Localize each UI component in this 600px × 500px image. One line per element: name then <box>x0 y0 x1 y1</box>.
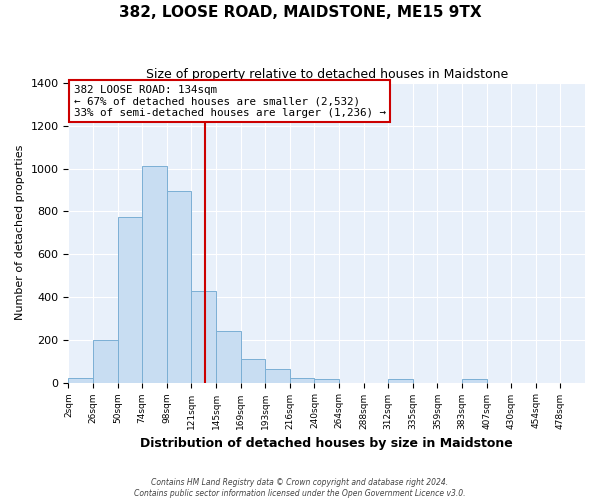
Bar <box>265 368 290 382</box>
Bar <box>167 191 191 382</box>
Bar <box>216 331 241 382</box>
Bar <box>462 378 487 382</box>
Bar <box>191 290 216 382</box>
Y-axis label: Number of detached properties: Number of detached properties <box>15 145 25 320</box>
Bar <box>118 217 142 382</box>
Bar <box>241 359 265 382</box>
Text: Contains HM Land Registry data © Crown copyright and database right 2024.
Contai: Contains HM Land Registry data © Crown c… <box>134 478 466 498</box>
Bar <box>314 380 339 382</box>
Bar <box>290 378 314 382</box>
Text: 382 LOOSE ROAD: 134sqm
← 67% of detached houses are smaller (2,532)
33% of semi-: 382 LOOSE ROAD: 134sqm ← 67% of detached… <box>74 84 386 118</box>
Text: 382, LOOSE ROAD, MAIDSTONE, ME15 9TX: 382, LOOSE ROAD, MAIDSTONE, ME15 9TX <box>119 5 481 20</box>
Bar <box>388 380 413 382</box>
Title: Size of property relative to detached houses in Maidstone: Size of property relative to detached ho… <box>146 68 508 80</box>
Bar <box>142 166 167 382</box>
X-axis label: Distribution of detached houses by size in Maidstone: Distribution of detached houses by size … <box>140 437 513 450</box>
Bar <box>93 340 118 382</box>
Bar <box>68 378 93 382</box>
